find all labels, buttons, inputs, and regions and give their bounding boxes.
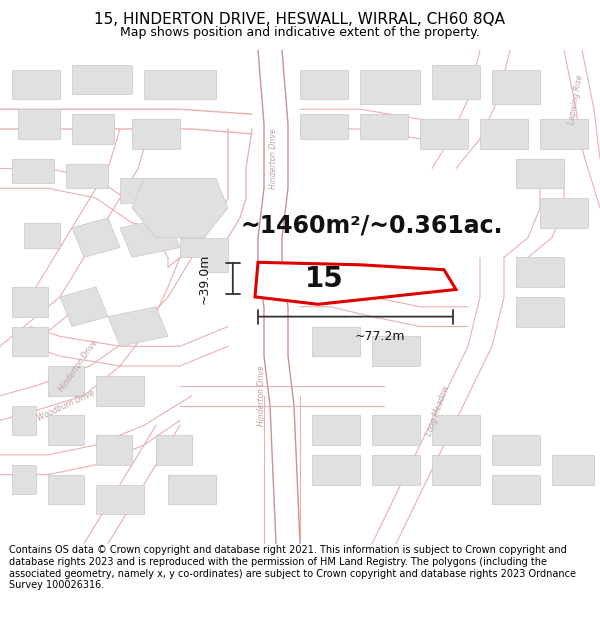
Polygon shape — [312, 455, 360, 484]
Polygon shape — [96, 435, 132, 465]
Polygon shape — [18, 109, 60, 139]
Text: Lapwing Rise: Lapwing Rise — [567, 74, 585, 125]
Polygon shape — [432, 416, 480, 445]
Polygon shape — [516, 297, 564, 326]
Polygon shape — [516, 258, 564, 287]
Text: 15: 15 — [305, 265, 344, 292]
Polygon shape — [480, 119, 528, 149]
Polygon shape — [12, 70, 60, 99]
Polygon shape — [360, 114, 408, 139]
Polygon shape — [300, 70, 348, 99]
Polygon shape — [516, 159, 564, 188]
Polygon shape — [168, 474, 216, 504]
Polygon shape — [48, 416, 84, 445]
Polygon shape — [12, 159, 54, 183]
Text: Contains OS data © Crown copyright and database right 2021. This information is : Contains OS data © Crown copyright and d… — [9, 546, 576, 590]
Polygon shape — [552, 455, 594, 484]
Text: Woodburn Drive: Woodburn Drive — [36, 388, 96, 422]
Polygon shape — [540, 198, 588, 228]
Polygon shape — [300, 114, 348, 139]
Polygon shape — [144, 70, 216, 99]
Text: ~1460m²/~0.361ac.: ~1460m²/~0.361ac. — [241, 213, 503, 238]
Polygon shape — [540, 119, 588, 149]
Polygon shape — [360, 70, 420, 104]
Polygon shape — [312, 416, 360, 445]
Text: 15, HINDERTON DRIVE, HESWALL, WIRRAL, CH60 8QA: 15, HINDERTON DRIVE, HESWALL, WIRRAL, CH… — [95, 12, 505, 28]
Polygon shape — [372, 336, 420, 366]
Polygon shape — [72, 65, 132, 94]
Polygon shape — [60, 287, 108, 326]
Polygon shape — [156, 435, 192, 465]
Polygon shape — [255, 262, 456, 304]
Polygon shape — [48, 474, 84, 504]
Polygon shape — [24, 222, 60, 248]
Polygon shape — [372, 416, 420, 445]
Polygon shape — [96, 484, 144, 514]
Text: Hinderton Drive: Hinderton Drive — [57, 339, 99, 394]
Polygon shape — [12, 326, 48, 356]
Polygon shape — [120, 218, 180, 258]
Polygon shape — [180, 238, 228, 272]
Text: Hinderton Drive: Hinderton Drive — [257, 365, 265, 426]
Text: Hinderton Drive: Hinderton Drive — [269, 128, 277, 189]
Polygon shape — [108, 307, 168, 346]
Polygon shape — [132, 119, 180, 149]
Polygon shape — [72, 218, 120, 258]
Polygon shape — [12, 465, 36, 494]
Polygon shape — [72, 114, 114, 144]
Polygon shape — [492, 435, 540, 465]
Polygon shape — [48, 366, 84, 396]
Polygon shape — [432, 65, 480, 99]
Polygon shape — [372, 455, 420, 484]
Text: Map shows position and indicative extent of the property.: Map shows position and indicative extent… — [120, 26, 480, 39]
Text: ~77.2m: ~77.2m — [354, 330, 405, 343]
Polygon shape — [312, 326, 360, 356]
Polygon shape — [492, 70, 540, 104]
Polygon shape — [96, 376, 144, 406]
Polygon shape — [66, 164, 108, 188]
Polygon shape — [132, 178, 228, 238]
Polygon shape — [492, 474, 540, 504]
Polygon shape — [432, 455, 480, 484]
Text: Long Meadow: Long Meadow — [425, 384, 451, 437]
Polygon shape — [12, 406, 36, 435]
Text: ~39.0m: ~39.0m — [197, 253, 211, 304]
Polygon shape — [120, 178, 156, 203]
Polygon shape — [420, 119, 468, 149]
Polygon shape — [12, 287, 48, 317]
